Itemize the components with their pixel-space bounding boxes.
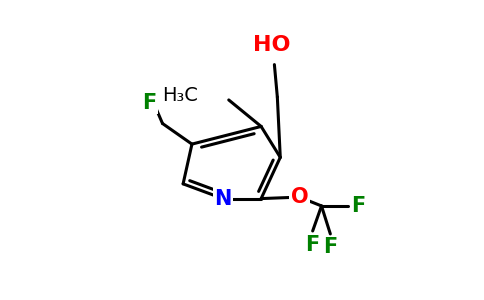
- Text: HO: HO: [253, 35, 290, 56]
- Text: N: N: [214, 189, 231, 208]
- Text: O: O: [290, 187, 308, 207]
- Text: H₃C: H₃C: [162, 86, 198, 105]
- Text: F: F: [305, 235, 320, 254]
- Text: F: F: [142, 93, 156, 112]
- Text: F: F: [323, 238, 337, 257]
- Text: F: F: [351, 196, 366, 216]
